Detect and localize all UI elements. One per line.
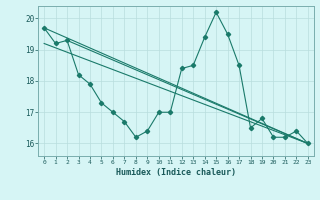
X-axis label: Humidex (Indice chaleur): Humidex (Indice chaleur) [116,168,236,177]
